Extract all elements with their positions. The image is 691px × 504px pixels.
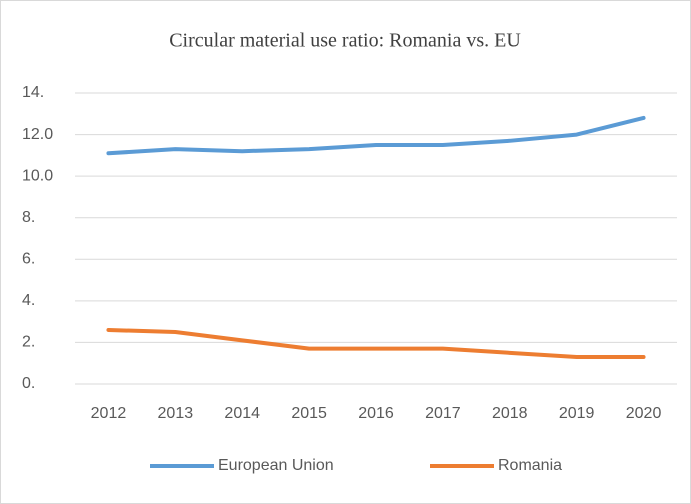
x-tick-label: 2016: [358, 405, 394, 422]
chart-title: Circular material use ratio: Romania vs.…: [169, 30, 521, 52]
x-tick-label: 2013: [158, 405, 194, 422]
x-tick-label: 2018: [492, 405, 528, 422]
x-tick-label: 2014: [224, 405, 260, 422]
y-tick-label: 10.0: [22, 167, 53, 184]
y-tick-label: 14.: [22, 84, 44, 101]
x-tick-label: 2020: [626, 405, 662, 422]
y-tick-label: 2.: [22, 334, 35, 351]
legend-label: European Union: [218, 457, 334, 474]
y-tick-label: 6.: [22, 251, 35, 268]
y-tick-label: 0.: [22, 375, 35, 392]
x-tick-label: 2012: [91, 405, 127, 422]
series-line: [106, 115, 646, 156]
y-tick-label: 4.: [22, 292, 35, 309]
legend-label: Romania: [498, 457, 562, 474]
series-line: [106, 327, 646, 359]
y-tick-label: 8.: [22, 209, 35, 226]
x-tick-label: 2019: [559, 405, 595, 422]
y-tick-label: 12.0: [22, 126, 53, 143]
x-tick-label: 2015: [291, 405, 327, 422]
x-tick-label: 2017: [425, 405, 461, 422]
